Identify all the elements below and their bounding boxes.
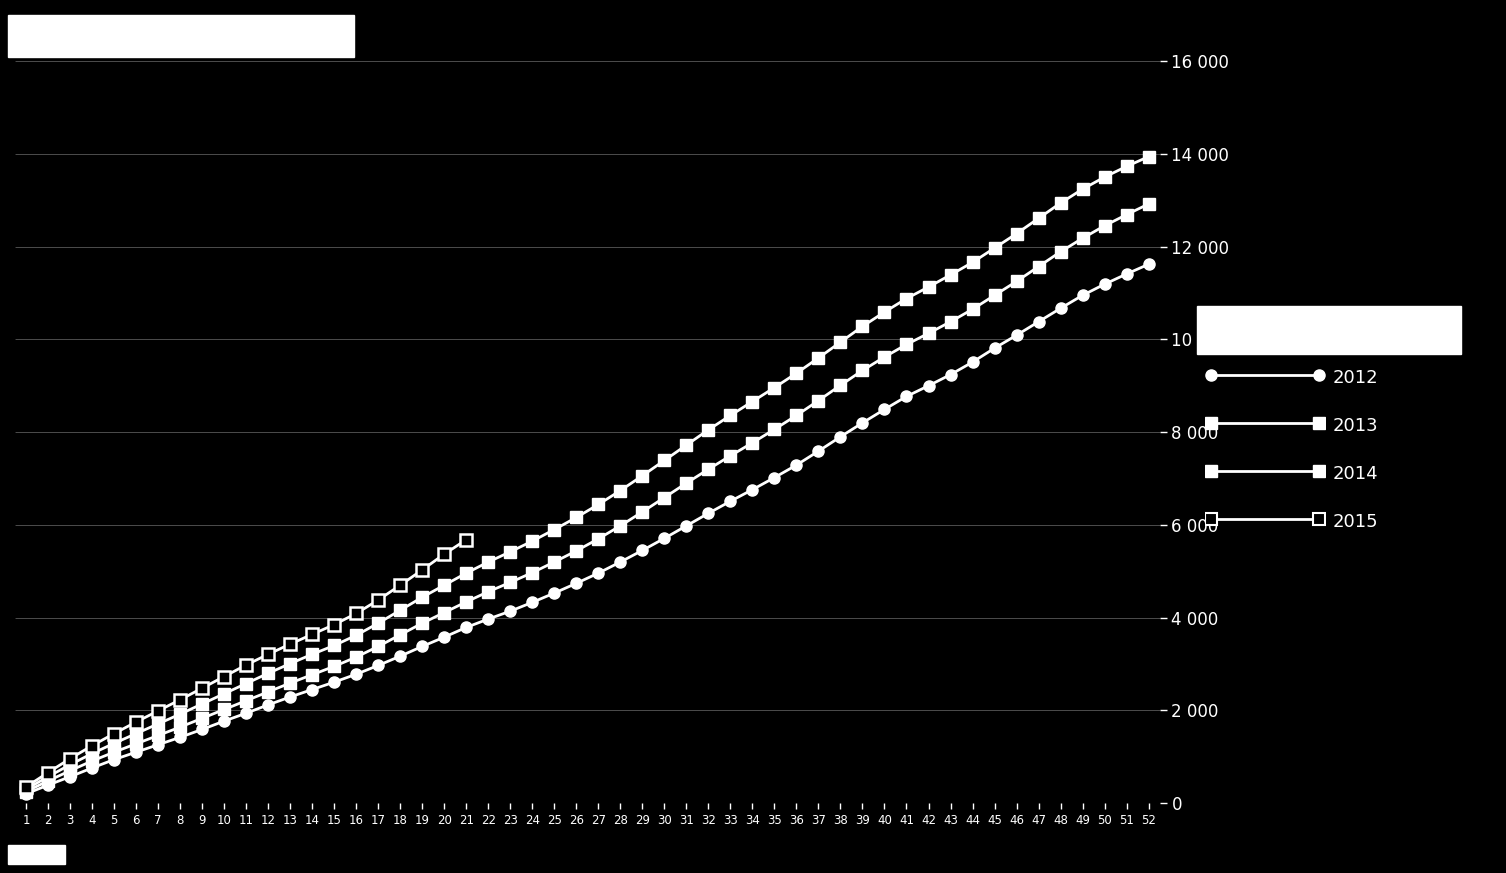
2014: [1140, 151, 1158, 162]
2012: [413, 641, 431, 651]
2014: [105, 738, 123, 748]
Line: 2015: 2015: [21, 534, 471, 793]
2012: [699, 508, 717, 519]
2015: [236, 660, 255, 670]
2015: [325, 619, 343, 629]
2014: [413, 592, 431, 602]
2015: [17, 781, 35, 792]
2015: [413, 565, 431, 575]
2015: [172, 695, 190, 705]
2015: [259, 649, 277, 659]
2013: [413, 618, 431, 629]
2015: [83, 740, 101, 751]
2015: [282, 639, 300, 650]
2015: [127, 717, 145, 727]
Text: 2012: 2012: [1333, 369, 1378, 387]
2012: [545, 588, 563, 598]
Text: 2015: 2015: [1333, 513, 1378, 531]
2015: [392, 580, 410, 590]
2014: [17, 784, 35, 794]
2014: [1051, 198, 1069, 209]
2013: [699, 464, 717, 474]
2015: [458, 534, 476, 545]
2012: [1051, 303, 1069, 313]
2013: [744, 437, 762, 448]
Text: 2013: 2013: [1333, 417, 1378, 435]
Line: 2014: 2014: [21, 151, 1154, 794]
2013: [545, 557, 563, 567]
2013: [1051, 246, 1069, 257]
2015: [149, 705, 167, 716]
2015: [303, 629, 321, 640]
2015: [62, 753, 80, 764]
2012: [744, 485, 762, 495]
2012: [17, 788, 35, 799]
2014: [744, 396, 762, 407]
2015: [369, 595, 387, 605]
2015: [39, 767, 57, 778]
2015: [105, 728, 123, 739]
Text: 2014: 2014: [1333, 465, 1378, 483]
2013: [17, 787, 35, 797]
2015: [348, 608, 366, 619]
2014: [545, 525, 563, 535]
2015: [435, 549, 453, 560]
Line: 2012: 2012: [21, 258, 1154, 800]
2014: [699, 424, 717, 435]
2012: [1140, 259, 1158, 270]
2015: [215, 671, 233, 682]
2015: [193, 683, 211, 693]
2013: [1140, 199, 1158, 210]
Line: 2013: 2013: [21, 198, 1154, 797]
2013: [105, 747, 123, 758]
2012: [105, 754, 123, 765]
